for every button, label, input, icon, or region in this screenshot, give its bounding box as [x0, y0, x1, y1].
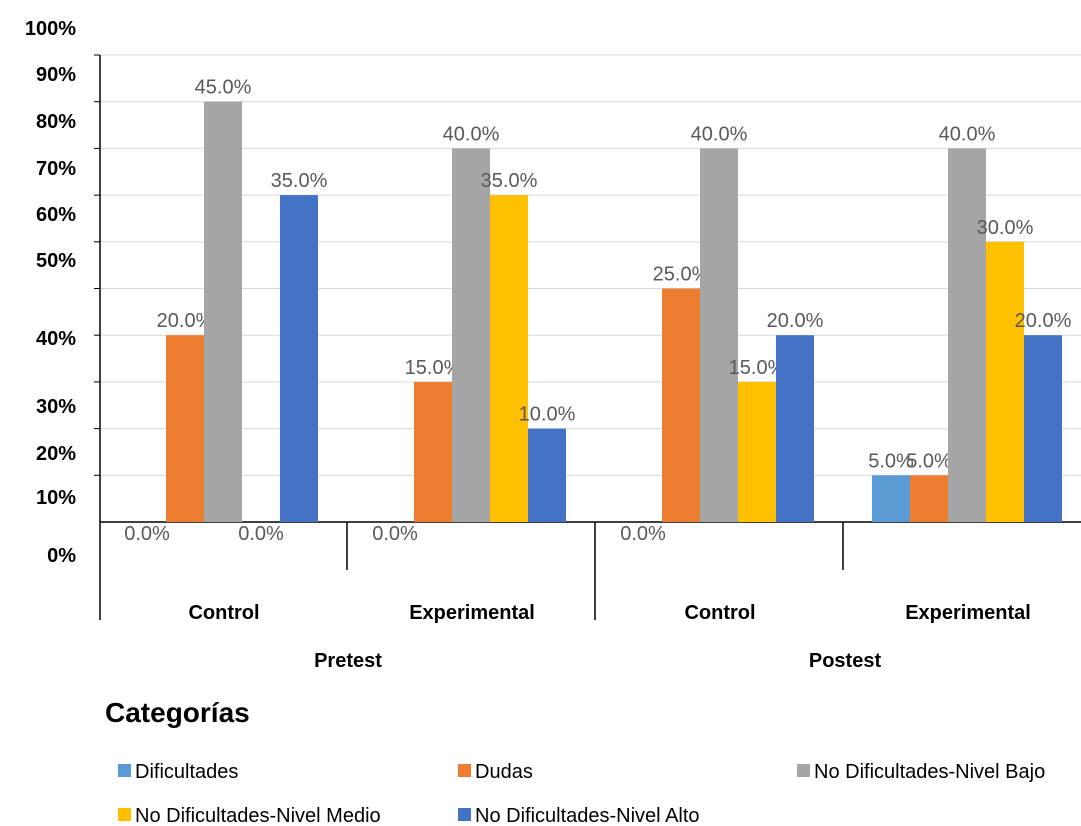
- y-tick-label: 60%: [36, 204, 76, 226]
- y-tick-label: 50%: [36, 250, 76, 272]
- legend-swatch: [118, 764, 131, 777]
- y-tick-label: 100%: [25, 18, 76, 40]
- data-label: 0.0%: [124, 523, 170, 545]
- bar: [738, 381, 776, 522]
- bar: [986, 241, 1024, 523]
- bar: [910, 475, 948, 522]
- data-label: 40.0%: [939, 123, 996, 145]
- x-category-label: Experimental: [905, 602, 1031, 624]
- bar: [280, 195, 318, 522]
- legend-label: Dudas: [475, 761, 533, 783]
- y-tick-label: 10%: [36, 487, 76, 509]
- data-label: 20.0%: [157, 310, 214, 332]
- data-label: 40.0%: [691, 123, 748, 145]
- y-tick-label: 90%: [36, 64, 76, 86]
- data-label: 15.0%: [729, 357, 786, 379]
- legend-label: Dificultades: [135, 761, 238, 783]
- data-label: 45.0%: [195, 77, 252, 99]
- data-label: 5.0%: [906, 450, 952, 472]
- bar: [700, 148, 738, 522]
- bar: [490, 195, 528, 522]
- y-tick-label: 0%: [47, 545, 76, 567]
- x-category-label: Control: [188, 602, 259, 624]
- legend-swatch: [797, 764, 810, 777]
- y-tick-label: 40%: [36, 328, 76, 350]
- bar: [528, 428, 566, 522]
- bar: [204, 101, 242, 522]
- bar: [166, 335, 204, 522]
- data-label: 0.0%: [372, 523, 418, 545]
- y-tick-label: 70%: [36, 158, 76, 180]
- data-label: 35.0%: [271, 170, 328, 192]
- legend-swatch: [458, 808, 471, 821]
- bar: [872, 475, 910, 522]
- legend-label: No Dificultades-Nivel Bajo: [814, 761, 1045, 783]
- bar: [452, 148, 490, 522]
- data-label: 35.0%: [481, 170, 538, 192]
- legend-swatch: [458, 764, 471, 777]
- y-tick-label: 80%: [36, 111, 76, 133]
- data-label: 40.0%: [443, 123, 500, 145]
- legend-swatch: [118, 808, 131, 821]
- x-group-label: Postest: [809, 650, 882, 672]
- data-label: 20.0%: [1015, 310, 1072, 332]
- x-category-label: Experimental: [409, 602, 535, 624]
- legend-label: No Dificultades-Nivel Medio: [135, 805, 381, 826]
- data-label: 10.0%: [519, 404, 576, 426]
- legend-title: Categorías: [105, 697, 250, 728]
- y-tick-label: 30%: [36, 396, 76, 418]
- x-group-label: Pretest: [314, 650, 382, 672]
- data-label: 15.0%: [405, 357, 462, 379]
- x-category-label: Control: [684, 602, 755, 624]
- data-label: 5.0%: [868, 450, 914, 472]
- legend-label: No Dificultades-Nivel Alto: [475, 805, 700, 826]
- bar: [776, 335, 814, 522]
- bar: [662, 288, 700, 522]
- y-tick-label: 20%: [36, 443, 76, 465]
- bar: [414, 381, 452, 522]
- data-label: 30.0%: [977, 217, 1034, 239]
- data-label: 0.0%: [620, 523, 666, 545]
- data-label: 25.0%: [653, 264, 710, 286]
- bar: [1024, 335, 1062, 522]
- data-label: 0.0%: [238, 523, 284, 545]
- data-label: 20.0%: [767, 310, 824, 332]
- bar: [948, 148, 986, 522]
